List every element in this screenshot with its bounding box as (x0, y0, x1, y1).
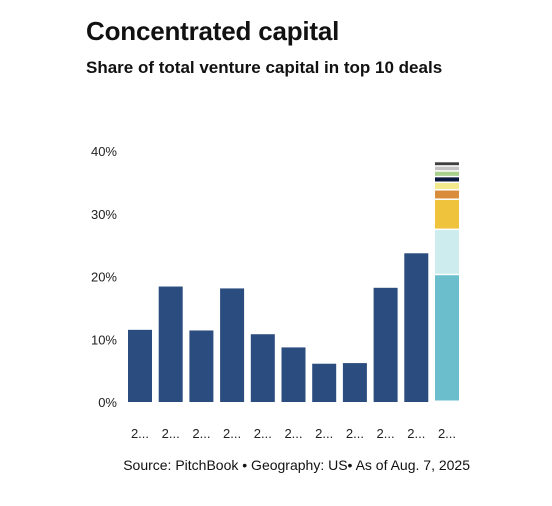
bar (250, 334, 275, 402)
x-tick-label: 2... (162, 426, 180, 441)
bar (404, 253, 429, 402)
x-tick-label: 2... (254, 426, 272, 441)
stacked-segment (435, 230, 459, 274)
x-tick-label: 2... (315, 426, 333, 441)
chart-title: Concentrated capital (86, 16, 340, 46)
x-tick-label: 2... (377, 426, 395, 441)
y-tick-label: 20% (91, 270, 117, 285)
y-tick-label: 10% (91, 332, 117, 347)
x-tick-label: 2... (346, 426, 364, 441)
x-tick-label: 2... (192, 426, 210, 441)
stacked-segment (435, 166, 459, 171)
y-tick-label: 0% (98, 395, 117, 410)
source-note: Source: PitchBook • Geography: US• As of… (123, 457, 470, 473)
bar (189, 330, 214, 402)
bar (373, 287, 398, 402)
bar (281, 347, 306, 402)
stacked-segment (435, 199, 459, 229)
y-tick-label: 40% (91, 144, 117, 159)
x-tick-label: 2... (284, 426, 302, 441)
bar (312, 363, 337, 402)
stacked-segment (435, 275, 459, 401)
chart-subtitle: Share of total venture capital in top 10… (86, 58, 443, 77)
bar (220, 288, 245, 402)
x-tick-label: 2... (438, 426, 456, 441)
stacked-segment (435, 190, 459, 199)
stacked-segment (435, 177, 459, 182)
x-tick-label: 2... (407, 426, 425, 441)
x-tick-label: 2... (131, 426, 149, 441)
x-tick-label: 2... (223, 426, 241, 441)
y-tick-label: 30% (91, 207, 117, 222)
bar (128, 329, 152, 402)
bar (158, 286, 183, 402)
bar (342, 363, 367, 402)
stacked-segment (435, 171, 459, 176)
stacked-segment (435, 162, 459, 166)
stacked-segment (435, 183, 459, 190)
